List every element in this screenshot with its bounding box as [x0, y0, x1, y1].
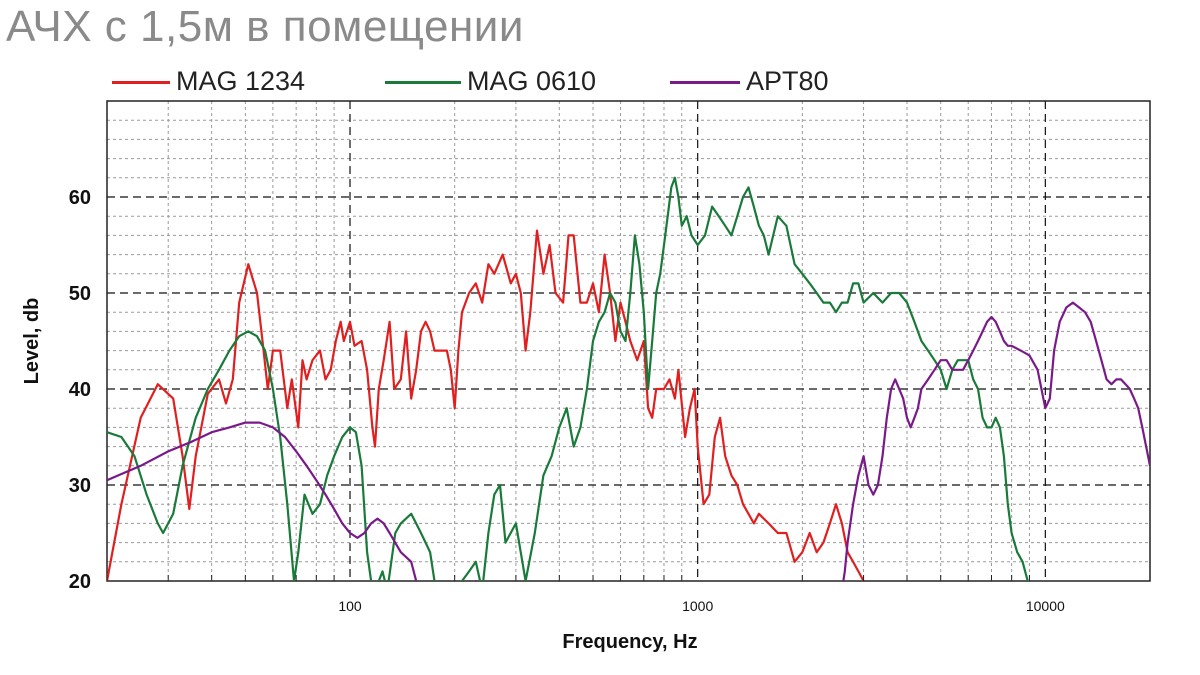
x-tick-label: 1000	[682, 598, 713, 614]
y-tick-label: 30	[69, 475, 91, 497]
series-line-apt80	[107, 301, 1150, 581]
y-tick-label: 50	[69, 283, 91, 305]
x-axis-label: Frequency, Hz	[562, 631, 697, 653]
grid-major	[107, 101, 1150, 581]
y-tick-label: 60	[69, 187, 91, 209]
legend-label-mag-0610: MAG 0610	[467, 66, 597, 96]
chart-title: АЧХ с 1,5м в помещении	[6, 2, 524, 51]
legend-swatch-apt80	[670, 81, 740, 84]
x-tick-label: 100	[338, 598, 362, 614]
legend-swatch-mag-0610	[385, 81, 461, 84]
ticks-layer: 100 1000 10000 20 30 40 50 60	[69, 187, 1151, 614]
y-tick-label: 20	[69, 571, 91, 593]
x-tick-label: 10000	[1026, 598, 1065, 614]
legend-label-mag-1234: MAG 1234	[176, 66, 306, 96]
legend-swatch-mag-1234	[112, 81, 170, 84]
y-axis-label: Level, db	[21, 298, 43, 385]
plot-frame	[106, 100, 1151, 582]
y-tick-label: 40	[69, 379, 91, 401]
legend-label-apt80: APT80	[746, 66, 829, 96]
series-layer	[107, 176, 1150, 581]
series-line-mag-1234	[107, 229, 865, 581]
